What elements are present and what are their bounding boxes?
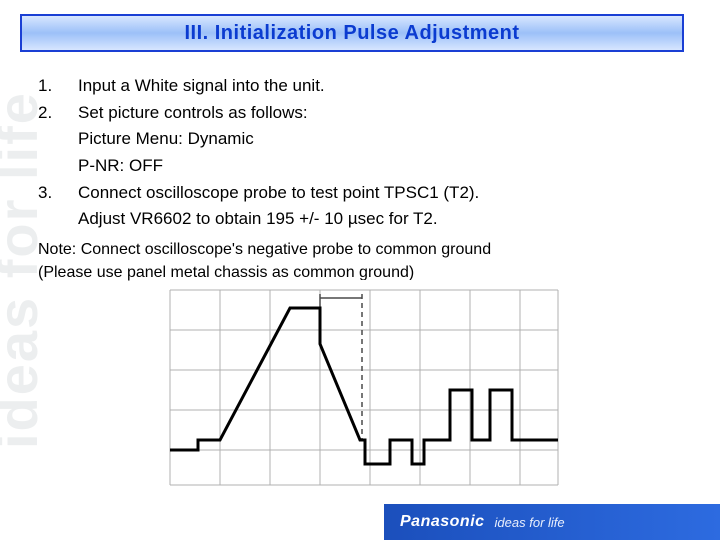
step-number — [38, 127, 78, 152]
note-line-1: Note: Connect oscilloscope's negative pr… — [38, 238, 678, 261]
section-title: III. Initialization Pulse Adjustment — [184, 22, 519, 45]
list-item: P-NR: OFF — [38, 154, 678, 179]
step-text: Set picture controls as follows: — [78, 101, 678, 126]
body-text: 1. Input a White signal into the unit. 2… — [38, 74, 678, 284]
step-number — [38, 154, 78, 179]
footer-bar: Panasonic ideas for life — [0, 504, 720, 540]
step-text: Input a White signal into the unit. — [78, 74, 678, 99]
list-item: Adjust VR6602 to obtain 195 +/- 10 µsec … — [38, 207, 678, 232]
step-text: Adjust VR6602 to obtain 195 +/- 10 µsec … — [78, 207, 678, 232]
steps-list: 1. Input a White signal into the unit. 2… — [38, 74, 678, 232]
waveform-svg — [160, 280, 560, 490]
slide: ideas for life III. Initialization Pulse… — [0, 0, 720, 540]
brand-logo: Panasonic — [400, 513, 485, 531]
section-title-bar: III. Initialization Pulse Adjustment — [20, 14, 684, 52]
step-text: P-NR: OFF — [78, 154, 678, 179]
step-number: 3. — [38, 181, 78, 206]
list-item: 2. Set picture controls as follows: — [38, 101, 678, 126]
list-item: 3. Connect oscilloscope probe to test po… — [38, 181, 678, 206]
list-item: Picture Menu: Dynamic — [38, 127, 678, 152]
list-item: 1. Input a White signal into the unit. — [38, 74, 678, 99]
step-number: 2. — [38, 101, 78, 126]
step-number: 1. — [38, 74, 78, 99]
footer-spacer — [0, 504, 384, 540]
step-number — [38, 207, 78, 232]
step-text: Connect oscilloscope probe to test point… — [78, 181, 678, 206]
oscilloscope-diagram — [160, 280, 560, 490]
step-text: Picture Menu: Dynamic — [78, 127, 678, 152]
brand-tagline: ideas for life — [495, 515, 565, 530]
footer-brand: Panasonic ideas for life — [384, 504, 720, 540]
